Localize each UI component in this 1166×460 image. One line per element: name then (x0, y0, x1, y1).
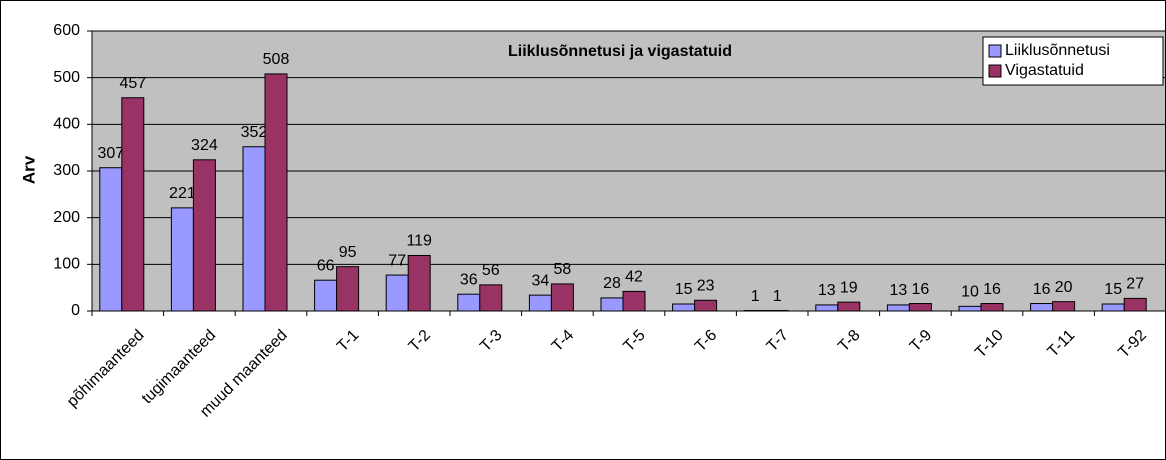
y-axis-label: Arv (19, 155, 38, 184)
bar (479, 284, 503, 312)
data-label: 56 (482, 262, 500, 279)
bar (1052, 301, 1076, 312)
bar (264, 73, 288, 312)
legend-swatch (988, 44, 1002, 58)
bar (886, 304, 910, 312)
chart-title: Liiklusõnnetusi ja vigastatuid (508, 43, 732, 60)
bar (336, 266, 360, 312)
bar (837, 301, 861, 312)
data-label: 13 (890, 282, 908, 299)
data-label: 19 (840, 279, 858, 296)
bar (908, 303, 932, 312)
legend-box (982, 36, 1164, 86)
y-tick-label: 100 (53, 256, 80, 273)
bar (550, 283, 574, 312)
y-tick-label: 400 (53, 116, 80, 133)
bar (694, 299, 718, 312)
bar (672, 303, 696, 312)
bar (170, 207, 194, 312)
bar (1123, 297, 1147, 312)
data-label: 58 (554, 261, 572, 278)
data-label: 119 (406, 233, 432, 250)
data-label: 324 (191, 137, 218, 154)
data-label: 34 (532, 272, 550, 289)
legend-label: Liiklusõnnetusi (1005, 42, 1110, 59)
data-label: 457 (119, 75, 146, 92)
y-tick-label: 0 (71, 302, 80, 319)
y-tick-label: 300 (53, 162, 80, 179)
y-tick-label: 500 (53, 69, 80, 86)
data-label: 42 (625, 269, 643, 286)
bar (385, 274, 409, 312)
bar (121, 97, 145, 312)
bar (457, 293, 481, 312)
data-label: 27 (1126, 276, 1144, 293)
bar (192, 159, 216, 312)
data-label: 352 (241, 124, 268, 141)
bar (1030, 303, 1054, 312)
data-label: 10 (961, 284, 979, 301)
data-label: 28 (603, 275, 621, 292)
data-label: 16 (983, 281, 1001, 298)
bar (314, 279, 338, 312)
data-label: 13 (818, 282, 836, 299)
bar (622, 290, 646, 312)
data-label: 1 (773, 288, 782, 305)
bar (958, 305, 982, 312)
legend-label: Vigastatuid (1005, 62, 1084, 79)
data-label: 36 (460, 271, 478, 288)
data-label: 307 (97, 145, 124, 162)
data-label: 66 (317, 257, 335, 274)
bar (980, 303, 1004, 312)
data-label: 77 (388, 252, 406, 269)
bar (528, 294, 552, 312)
bar (1101, 303, 1125, 312)
y-tick-label: 600 (53, 22, 80, 39)
data-label: 221 (169, 185, 196, 202)
data-label: 508 (263, 51, 290, 68)
data-label: 20 (1055, 279, 1073, 296)
data-label: 16 (912, 281, 930, 298)
data-label: 15 (675, 281, 693, 298)
bar (600, 297, 624, 312)
legend-swatch (988, 64, 1002, 78)
y-tick-label: 200 (53, 209, 80, 226)
bar (407, 254, 431, 312)
data-label: 15 (1104, 281, 1122, 298)
bar (242, 146, 266, 312)
data-label: 16 (1033, 281, 1051, 298)
bar (99, 167, 123, 312)
data-label: 1 (751, 288, 760, 305)
data-label: 95 (339, 244, 357, 261)
data-label: 23 (697, 277, 715, 294)
bar (815, 304, 839, 312)
